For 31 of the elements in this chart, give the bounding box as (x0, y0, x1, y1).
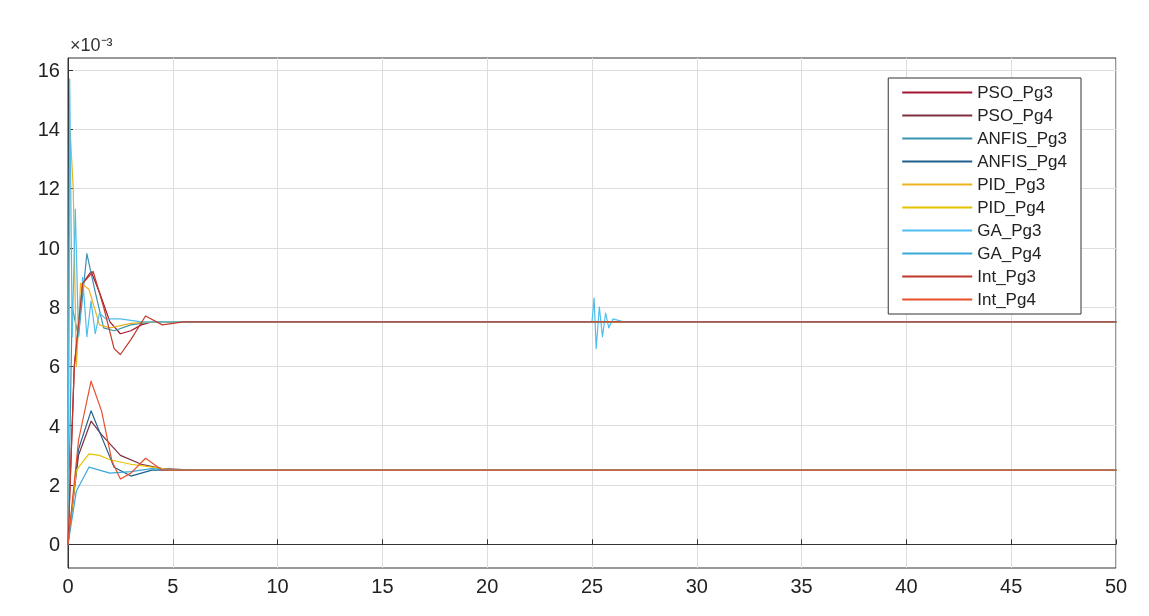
legend-label: Int_Pg4 (977, 290, 1036, 309)
y-tick-label: 10 (37, 236, 60, 259)
x-tick-label: 5 (167, 575, 179, 597)
y-tick-label: 16 (37, 58, 60, 81)
x-tick-label: 30 (685, 575, 708, 597)
y-tick-label: 12 (37, 177, 60, 200)
legend-label: PID_Pg4 (977, 198, 1046, 217)
legend-label: GA_Pg3 (977, 221, 1042, 240)
x-tick-label: 35 (790, 575, 813, 597)
legend-label: PSO_Pg4 (977, 106, 1053, 125)
x-tick-label: 0 (62, 575, 74, 597)
legend-label: PID_Pg3 (977, 175, 1046, 194)
y-tick-label: 4 (48, 414, 60, 437)
x-tick-label: 15 (371, 575, 394, 597)
x-tick-label: 45 (1000, 575, 1023, 597)
text: ×10⁻³ (70, 35, 113, 55)
x-tick-label: 50 (1104, 575, 1128, 597)
x-tick-label: 25 (580, 575, 604, 597)
x-tick-label: 40 (895, 575, 918, 597)
x-tick-label: 10 (266, 575, 289, 597)
x-tick-label: 20 (476, 575, 499, 597)
legend-label: ANFIS_Pg3 (977, 129, 1067, 148)
legend-label: PSO_Pg3 (977, 83, 1053, 102)
y-tick-label: 2 (48, 473, 60, 496)
legend-label: GA_Pg4 (977, 244, 1042, 263)
y-tick-label: 6 (48, 355, 60, 378)
legend-label: ANFIS_Pg4 (977, 152, 1067, 171)
legend-label: Int_Pg3 (977, 267, 1036, 286)
y-tick-label: 0 (48, 533, 60, 556)
y-tick-label: 8 (48, 296, 60, 319)
y-tick-label: 14 (37, 118, 60, 141)
